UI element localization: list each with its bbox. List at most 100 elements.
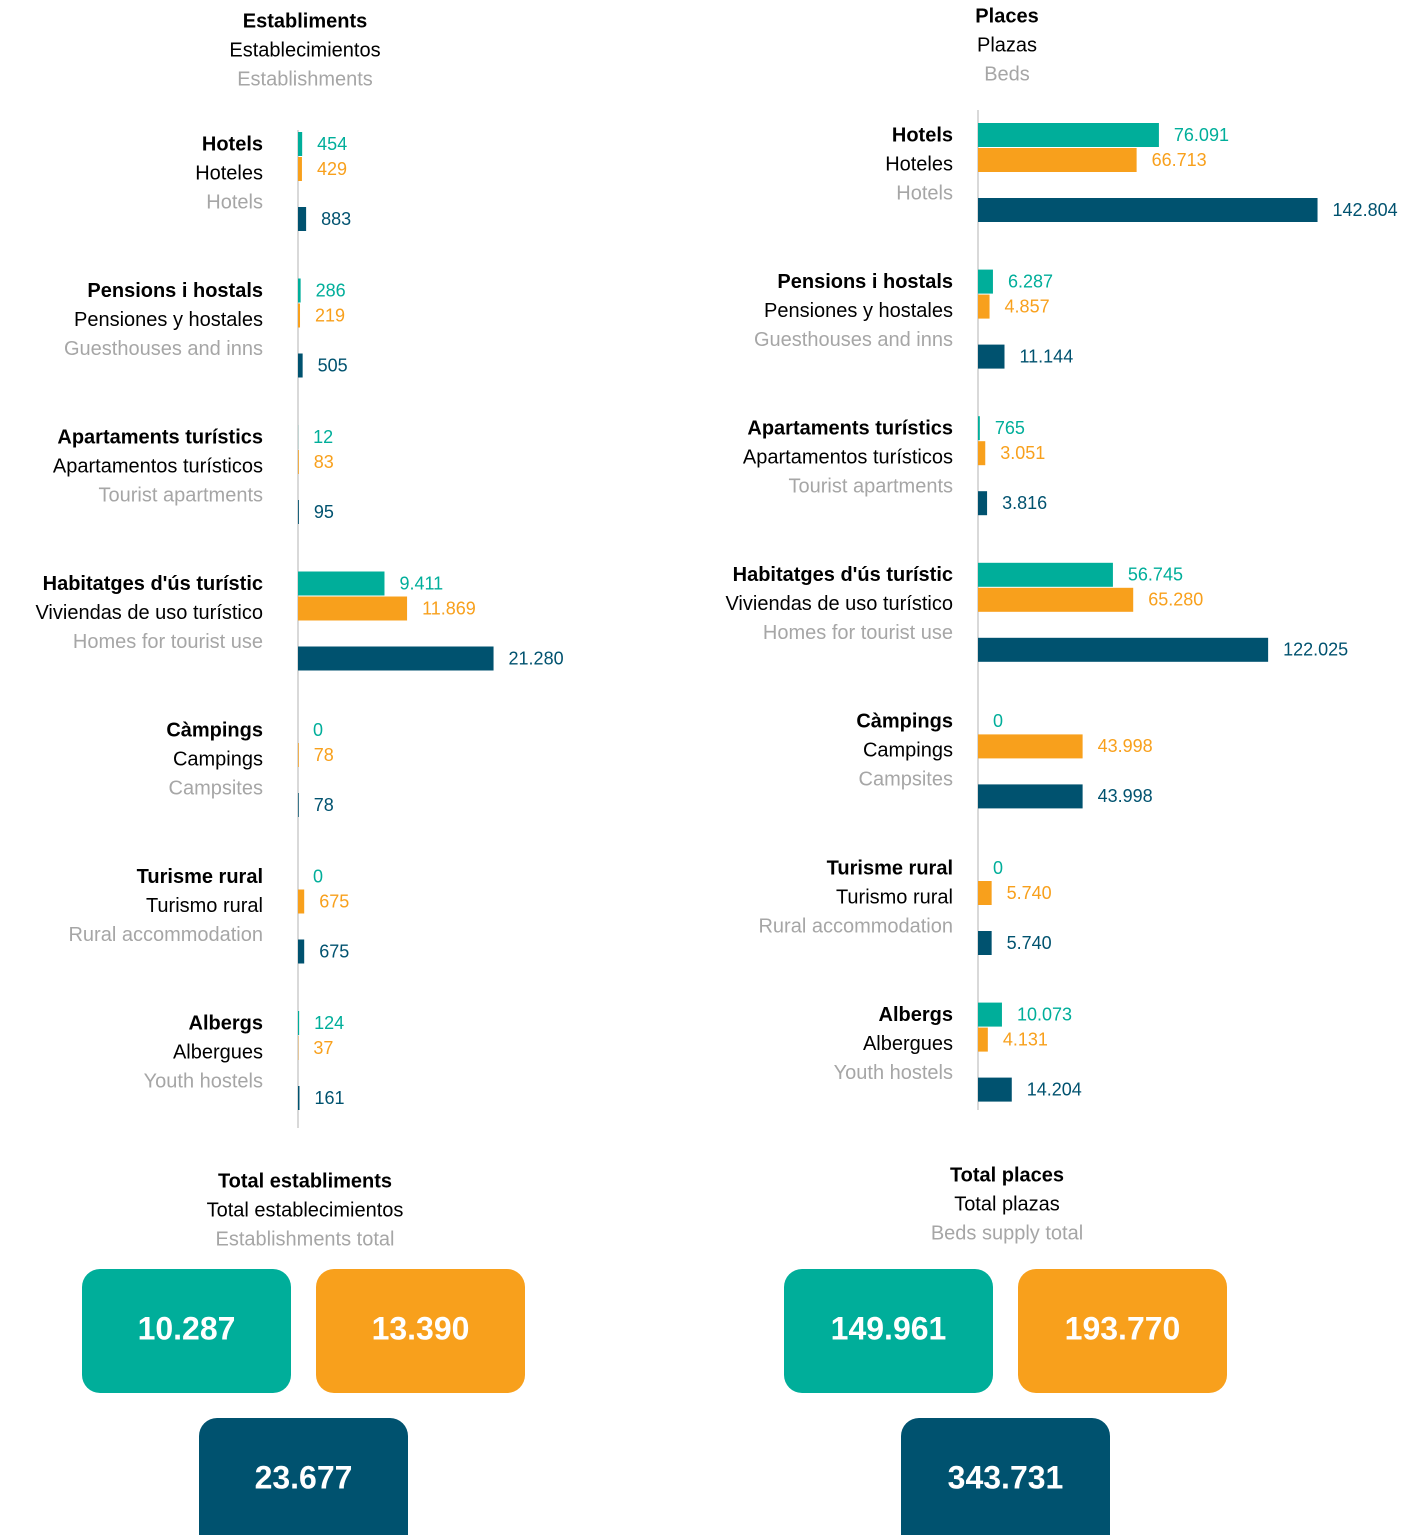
value-label: 43.998 — [1098, 786, 1153, 806]
bar — [298, 303, 301, 328]
category-label: Hoteles — [885, 153, 953, 175]
value-label: 66.713 — [1152, 150, 1207, 170]
value-label: 78 — [314, 745, 334, 765]
category-label: Apartamentos turísticos — [53, 455, 263, 477]
category-label: Homes for tourist use — [763, 622, 953, 644]
value-label: 83 — [314, 452, 334, 472]
category-label: Campings — [173, 748, 263, 770]
bar — [298, 889, 305, 914]
totals-title: Total plazas — [954, 1193, 1060, 1215]
value-label: 454 — [317, 134, 347, 154]
bar — [978, 881, 992, 905]
chart-title: Establiments — [243, 10, 367, 32]
bar — [978, 1002, 1002, 1027]
category-label: Viviendas de uso turístico — [35, 602, 263, 624]
total-box — [199, 1418, 408, 1535]
value-label: 765 — [995, 418, 1025, 438]
chart-title: Establecimientos — [229, 39, 380, 61]
category-label: Hotels — [202, 133, 263, 155]
category-label: Tourist apartments — [788, 475, 953, 497]
value-label: 14.204 — [1027, 1079, 1082, 1099]
category-label: Pensions i hostals — [777, 271, 953, 293]
value-label: 9.411 — [399, 573, 443, 593]
total-value: 193.770 — [1065, 1310, 1181, 1346]
category-label: Apartaments turístics — [747, 417, 953, 439]
bar — [978, 931, 992, 955]
category-label: Apartamentos turísticos — [743, 446, 953, 468]
value-label: 124 — [314, 1013, 344, 1033]
category-label: Guesthouses and inns — [754, 329, 953, 351]
category-label: Albergs — [189, 1012, 263, 1034]
value-label: 0 — [993, 858, 1003, 878]
value-label: 4.857 — [1005, 296, 1050, 316]
value-label: 142.804 — [1333, 200, 1398, 220]
value-label: 505 — [318, 355, 348, 375]
bar — [298, 157, 302, 181]
value-label: 5.740 — [1007, 933, 1052, 953]
category-label: Youth hostels — [834, 1062, 953, 1084]
bar — [298, 1011, 300, 1035]
bar — [298, 793, 299, 817]
category-label: Càmpings — [856, 711, 953, 733]
value-label: 429 — [317, 159, 347, 179]
total-value: 149.961 — [831, 1310, 947, 1346]
value-label: 3.051 — [1000, 443, 1045, 463]
bar — [298, 353, 303, 378]
bar — [978, 344, 1005, 369]
total-value: 10.287 — [138, 1310, 236, 1346]
total-box — [82, 1269, 291, 1393]
bar — [298, 646, 494, 671]
category-label: Rural accommodation — [68, 924, 263, 946]
value-label: 56.745 — [1128, 565, 1183, 585]
bar — [978, 562, 1113, 587]
category-label: Hoteles — [195, 162, 263, 184]
category-label: Youth hostels — [144, 1070, 263, 1092]
value-label: 5.740 — [1007, 883, 1052, 903]
category-label: Pensiones y hostales — [764, 300, 953, 322]
category-label: Albergs — [879, 1004, 953, 1026]
category-label: Turismo rural — [836, 886, 953, 908]
value-label: 12 — [313, 427, 333, 447]
bar — [978, 441, 986, 466]
category-label: Campsites — [169, 777, 263, 799]
bar — [978, 1027, 988, 1052]
value-label: 675 — [319, 941, 349, 961]
category-label: Habitatges d'ús turístic — [733, 564, 953, 586]
chart-title: Establishments — [237, 68, 373, 90]
category-label: Habitatges d'ús turístic — [43, 573, 263, 595]
bar — [298, 207, 307, 231]
bar — [978, 1077, 1012, 1102]
category-label: Turismo rural — [146, 895, 263, 917]
value-label: 161 — [314, 1088, 344, 1108]
value-label: 4.131 — [1003, 1029, 1048, 1049]
value-label: 0 — [313, 866, 323, 886]
value-label: 76.091 — [1174, 125, 1229, 145]
bar — [298, 939, 305, 964]
bar — [978, 123, 1159, 147]
bar — [298, 278, 301, 303]
bar — [978, 198, 1318, 222]
bar — [978, 637, 1269, 662]
bar — [298, 1086, 300, 1110]
bar — [978, 294, 990, 319]
value-label: 122.025 — [1283, 640, 1348, 660]
category-label: Guesthouses and inns — [64, 338, 263, 360]
category-label: Hotels — [892, 124, 953, 146]
chart-title: Plazas — [977, 34, 1037, 56]
bar — [978, 784, 1083, 809]
value-label: 0 — [313, 720, 323, 740]
bar — [978, 734, 1083, 759]
totals-title: Total establecimientos — [207, 1199, 404, 1221]
value-label: 10.073 — [1017, 1004, 1072, 1024]
category-label: Viviendas de uso turístico — [725, 593, 953, 615]
total-value: 343.731 — [948, 1459, 1064, 1495]
bar — [978, 269, 993, 294]
value-label: 43.998 — [1098, 736, 1153, 756]
bar — [298, 500, 299, 524]
category-label: Tourist apartments — [98, 484, 263, 506]
total-value: 13.390 — [372, 1310, 470, 1346]
chart-title: Beds — [984, 63, 1030, 85]
value-label: 286 — [316, 280, 346, 300]
